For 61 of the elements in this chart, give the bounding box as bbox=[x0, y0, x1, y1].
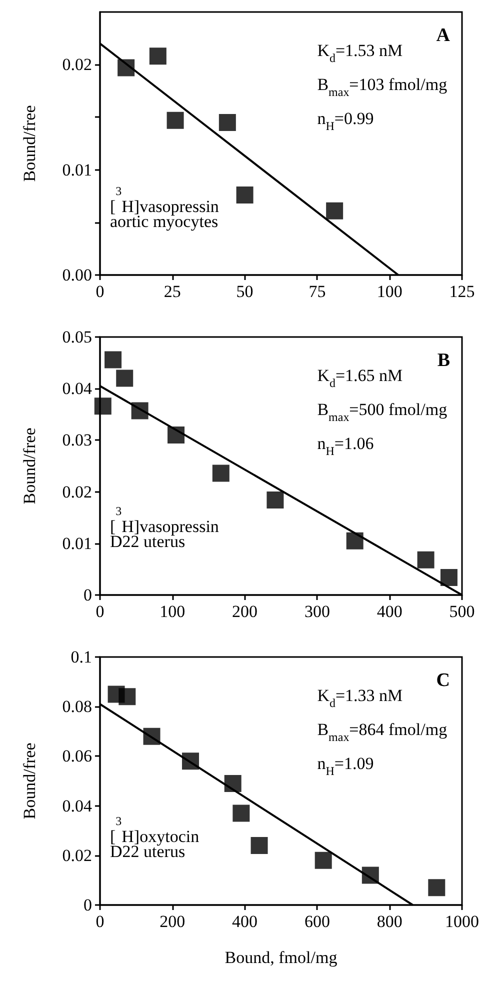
point bbox=[94, 398, 112, 415]
x-tick-label: 300 bbox=[304, 602, 330, 621]
y-tick-label: 0.00 bbox=[62, 266, 92, 284]
point bbox=[428, 879, 446, 896]
y-tick-label: 0.02 bbox=[62, 482, 92, 502]
y-tick-label: 0.03 bbox=[62, 430, 92, 450]
x-tick-label: 0 bbox=[96, 912, 104, 931]
x-tick-label: 100 bbox=[160, 602, 186, 621]
y-tick-label: 0.02 bbox=[62, 55, 92, 74]
x-tick-label: 200 bbox=[232, 602, 258, 621]
y-tick-label: 0.01 bbox=[62, 160, 92, 180]
x-tick-label: 400 bbox=[376, 602, 402, 621]
point bbox=[417, 551, 434, 568]
point bbox=[232, 804, 250, 822]
y-tick-label: 0.1 bbox=[70, 648, 92, 666]
y-axis-title: Bound/free bbox=[20, 428, 39, 504]
x-tick-label: 200 bbox=[160, 912, 186, 931]
x-tick-label: 125 bbox=[449, 282, 475, 301]
point bbox=[218, 114, 236, 131]
x-tick-label: 75 bbox=[308, 282, 326, 301]
point bbox=[166, 112, 184, 129]
point bbox=[346, 532, 364, 550]
x-tick-label: 0 bbox=[96, 282, 104, 301]
y-tick-label: 0 bbox=[84, 896, 92, 914]
point bbox=[118, 688, 136, 706]
point bbox=[440, 568, 458, 586]
x-tick-label: 500 bbox=[449, 602, 475, 621]
y-tick-label: 0.02 bbox=[62, 846, 92, 865]
point bbox=[236, 186, 254, 204]
y-tick-label: 0.04 bbox=[62, 796, 92, 816]
x-axis-title: Bound, fmol/mg bbox=[224, 948, 338, 967]
point bbox=[266, 492, 284, 509]
x-tick-label: 400 bbox=[232, 912, 258, 931]
annotation: [3H]oxytocin bbox=[110, 814, 200, 846]
x-tick-label: 1000 bbox=[445, 912, 479, 931]
y-tick-label: 0.04 bbox=[62, 379, 92, 398]
x-tick-label: 50 bbox=[236, 282, 254, 301]
x-tick-label: 0 bbox=[96, 602, 104, 621]
y-axis-title: Bound/free bbox=[20, 105, 39, 182]
x-tick-label: 25 bbox=[164, 282, 181, 301]
annotation: C bbox=[436, 670, 450, 691]
point bbox=[314, 852, 332, 869]
y-tick-label: 0.05 bbox=[62, 328, 92, 346]
x-tick-label: 800 bbox=[376, 912, 402, 931]
y-tick-label: 0.08 bbox=[62, 697, 92, 716]
point bbox=[116, 370, 134, 387]
annotation: B bbox=[437, 350, 450, 371]
point bbox=[104, 351, 122, 368]
point bbox=[326, 202, 344, 220]
annotation: A bbox=[436, 25, 450, 46]
y-tick-label: 0 bbox=[84, 586, 92, 604]
y-tick-label: 0.06 bbox=[62, 746, 92, 766]
point bbox=[212, 464, 230, 482]
y-axis-title: Bound/free bbox=[20, 742, 39, 820]
annotation: [3H]vasopressin bbox=[110, 504, 220, 536]
point bbox=[149, 48, 166, 65]
x-tick-label: 100 bbox=[376, 282, 402, 301]
point bbox=[224, 774, 242, 792]
y-tick-label: 0.01 bbox=[62, 534, 92, 553]
point bbox=[250, 836, 268, 854]
x-tick-label: 600 bbox=[304, 912, 330, 931]
